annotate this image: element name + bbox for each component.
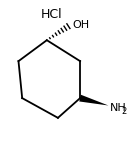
Text: NH: NH	[110, 103, 126, 113]
Text: HCl: HCl	[41, 8, 63, 21]
Text: 2: 2	[121, 107, 127, 116]
Polygon shape	[79, 95, 108, 106]
Text: OH: OH	[73, 20, 90, 30]
